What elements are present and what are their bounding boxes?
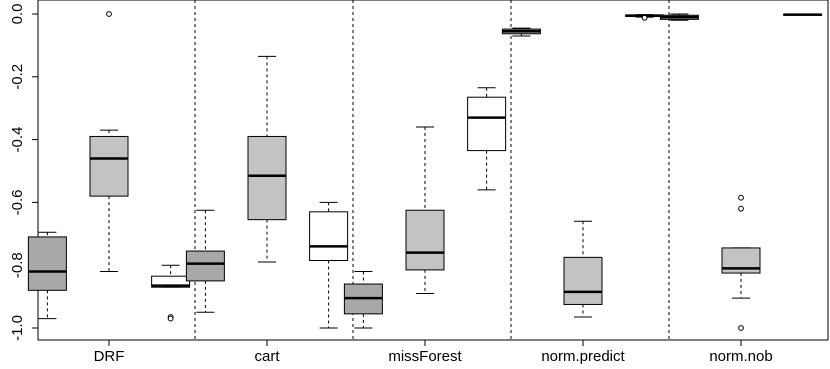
box-norm.nob-2: [783, 13, 823, 16]
iqr-box: [563, 256, 603, 305]
y-tick-label: -1.0: [9, 315, 26, 341]
outlier-point: [738, 325, 744, 331]
y-tick-label: 0.0: [9, 4, 26, 25]
iqr-box: [89, 135, 129, 197]
iqr-box: [467, 96, 507, 152]
box-missForest-1: [405, 126, 445, 294]
category-label: norm.predict: [541, 348, 625, 365]
y-tick-label: -0.8: [9, 252, 26, 278]
iqr-box: [247, 135, 287, 221]
box-DRF-2: [151, 264, 191, 322]
iqr-box: [27, 236, 67, 291]
x-axis-labels: DRF cart missForest norm.predict norm.nob: [94, 340, 773, 365]
y-tick-label: -0.2: [9, 64, 26, 90]
category-label: cart: [254, 348, 280, 365]
box-missForest-0: [343, 270, 383, 329]
box-norm.predict-0: [501, 27, 541, 37]
box-cart-0: [185, 209, 225, 313]
outlier-point: [641, 14, 648, 21]
iqr-box: [405, 209, 445, 271]
outlier-point: [738, 194, 744, 201]
category-label: norm.nob: [709, 348, 772, 365]
outlier-point: [738, 205, 744, 212]
box-missForest-2: [467, 87, 507, 191]
category-label: DRF: [94, 348, 125, 365]
box-norm.predict-1: [563, 220, 603, 318]
box-norm.predict-2: [625, 14, 665, 21]
category-label: missForest: [388, 348, 462, 365]
boxes-layer: [27, 11, 823, 331]
iqr-box: [151, 275, 191, 288]
outlier-point: [167, 315, 174, 322]
outlier-point: [106, 11, 112, 17]
box-cart-2: [309, 201, 349, 329]
y-tick-label: -0.4: [9, 127, 26, 153]
y-tick-label: -0.6: [9, 189, 26, 215]
iqr-box: [309, 211, 349, 261]
plot-area-frame: [37, 0, 829, 341]
box-DRF-0: [27, 231, 67, 320]
box-DRF-1: [89, 11, 129, 272]
group-dividers: [194, 0, 670, 340]
iqr-box: [185, 250, 225, 282]
box-norm.nob-1: [721, 194, 761, 331]
box-norm.nob-0: [659, 13, 699, 21]
box-cart-1: [247, 55, 287, 263]
